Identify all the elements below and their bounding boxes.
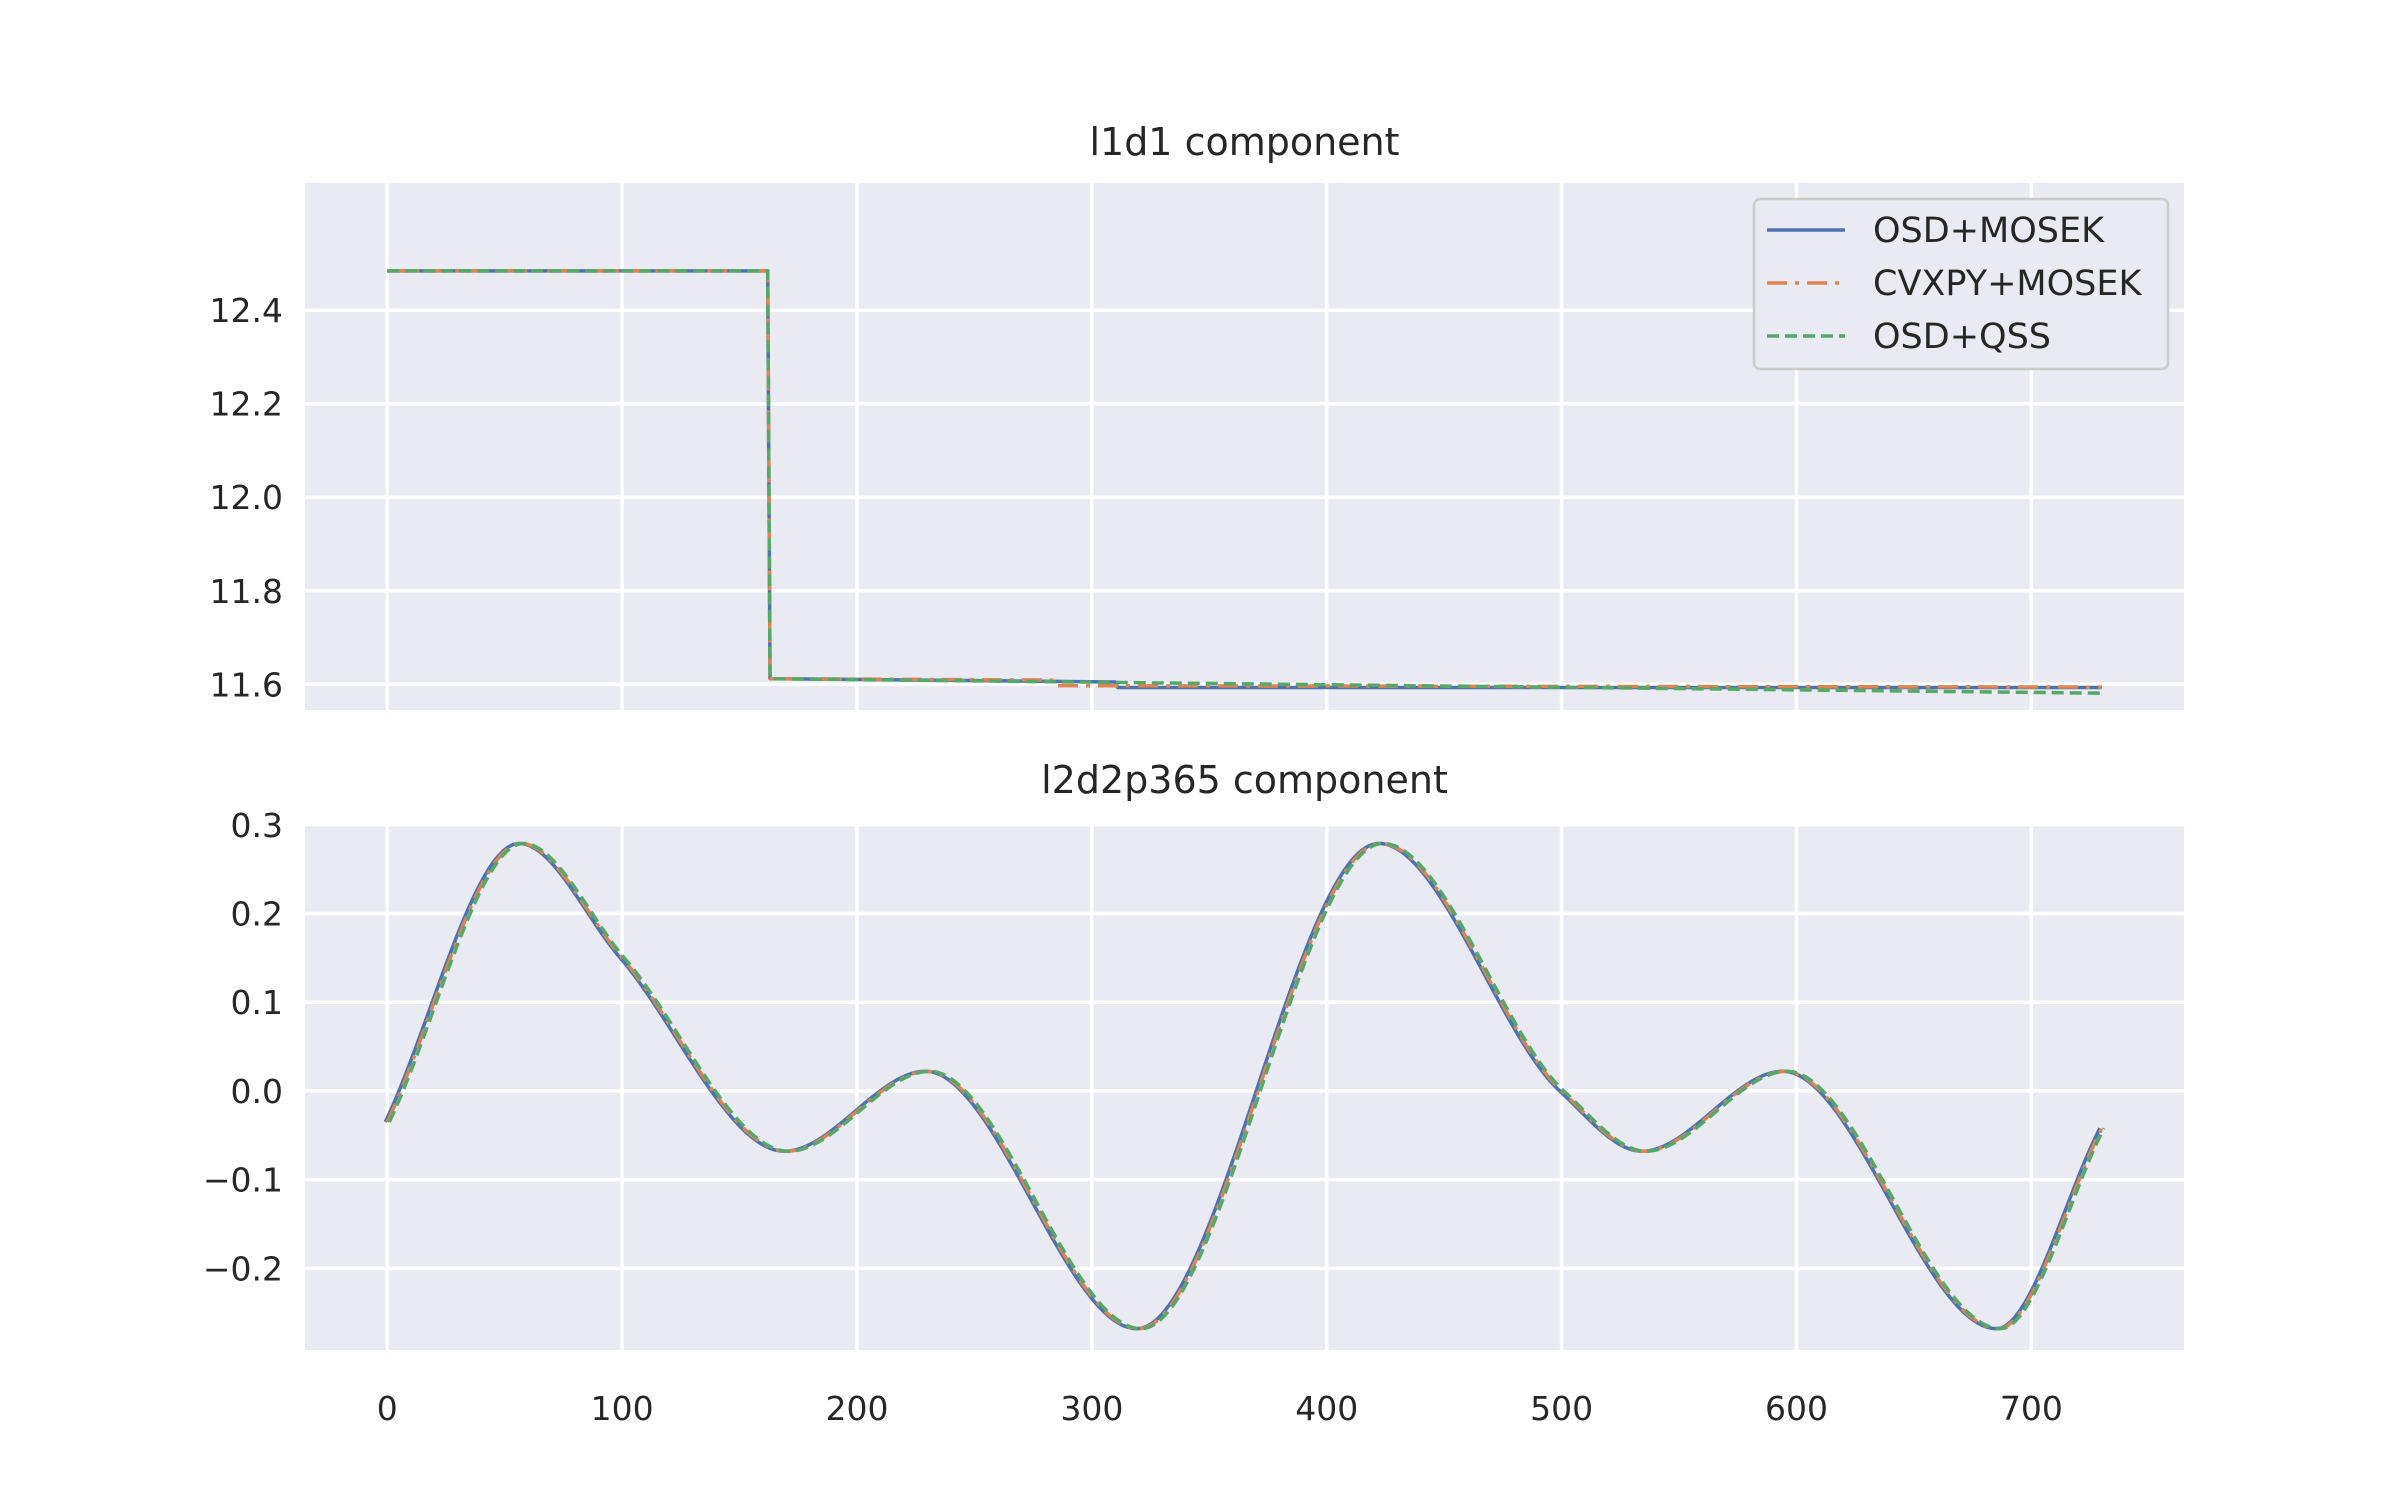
top-lines	[387, 269, 2102, 695]
bottom-line-osd-qss	[387, 841, 2106, 1331]
bottom-title: l2d2p365 component	[1041, 758, 1448, 802]
bottom-ytick-label: 0.3	[231, 806, 283, 845]
top-ytick-label: 12.2	[210, 385, 283, 424]
bottom-xtick-label: 0	[377, 1389, 398, 1428]
bottom-ytick-label: −0.2	[203, 1249, 283, 1288]
bottom-xtick-label: 100	[591, 1389, 654, 1428]
bottom-xtick-labels: 0 100 200 300 400 500 600 700	[377, 1389, 2063, 1428]
bottom-ytick-labels: −0.2 −0.1 0.0 0.1 0.2 0.3	[203, 806, 283, 1289]
bottom-xtick-label: 400	[1295, 1389, 1358, 1428]
top-panel: 11.6 11.8 12.0 12.2 12.4 l1d1 component OSD+…	[210, 120, 2184, 710]
legend-label-cvxpy-mosek: CVXPY+MOSEK	[1873, 264, 2142, 304]
top-ytick-label: 11.8	[210, 572, 283, 611]
top-ytick-label: 12.4	[210, 291, 283, 330]
bottom-xtick-label: 700	[2000, 1389, 2063, 1428]
bottom-xtick-label: 500	[1530, 1389, 1593, 1428]
top-ytick-label: 12.0	[210, 478, 283, 517]
legend-label-osd-qss: OSD+QSS	[1873, 317, 2051, 357]
bottom-grid	[305, 823, 2184, 1350]
bottom-plot-area	[305, 823, 2184, 1350]
legend: OSD+MOSEK CVXPY+MOSEK OSD+QSS	[1752, 197, 2170, 371]
bottom-ytick-label: −0.1	[203, 1161, 283, 1200]
bottom-xtick-label: 600	[1765, 1389, 1828, 1428]
top-line-osd-qss	[387, 269, 2102, 695]
top-ytick-label: 11.6	[210, 665, 283, 704]
bottom-ytick-label: 0.0	[231, 1072, 283, 1111]
bottom-ytick-label: 0.2	[231, 894, 283, 933]
bottom-xtick-label: 300	[1060, 1389, 1123, 1428]
top-title: l1d1 component	[1089, 120, 1399, 164]
bottom-xtick-label: 200	[825, 1389, 888, 1428]
bottom-ytick-label: 0.1	[231, 983, 283, 1022]
legend-box	[1752, 197, 2170, 371]
bottom-lines	[383, 841, 2106, 1331]
top-ytick-labels: 11.6 11.8 12.0 12.2 12.4	[210, 291, 283, 704]
bottom-line-cvxpy-mosek	[385, 841, 2104, 1331]
legend-label-osd-mosek: OSD+MOSEK	[1873, 211, 2105, 251]
bottom-panel: −0.2 −0.1 0.0 0.1 0.2 0.3 0 100 200 300 400 500 600…	[203, 758, 2184, 1428]
